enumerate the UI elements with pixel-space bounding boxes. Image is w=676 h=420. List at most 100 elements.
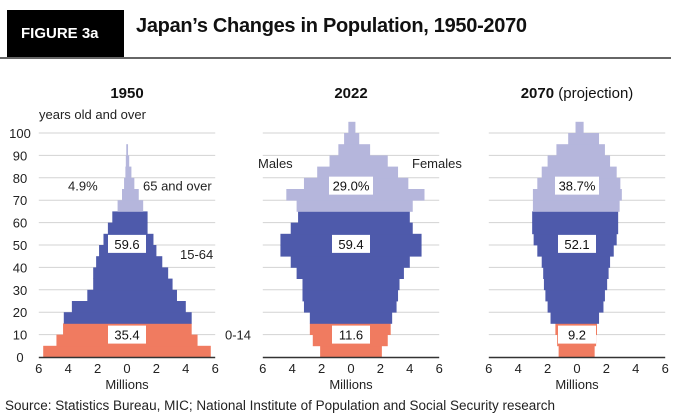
header-divider [0,57,671,59]
value-label: 59.4 [338,237,363,252]
x-axis-title: Millions [329,377,373,392]
value-label-box [555,176,599,195]
bar-male-age-60 [112,211,127,223]
bar-male-age-45 [280,245,351,257]
bar-male-age-35 [296,267,351,279]
bar-male-age-95 [568,133,577,145]
bar-female-age-100 [351,121,356,134]
panel-subtitle: (projection) [554,85,633,102]
bar-female-age-15 [351,312,393,324]
x-tick-label: 4 [289,361,296,376]
bar-female-age-35 [351,267,404,279]
bar-female-age-90 [351,144,371,156]
panel-title: 1950 [110,85,143,102]
bar-male-age-15 [63,312,127,324]
bar-male-age-0 [558,345,577,358]
x-tick-label: 2 [318,361,325,376]
panel-year: 2070 [521,85,554,102]
value-label: 29.0% [333,179,370,194]
bar-female-age-65 [127,200,144,212]
value-label-box [108,234,146,253]
bar-female-age-100 [577,121,584,134]
bar-female-age-35 [127,267,169,279]
y-tick-label: 0 [16,350,23,365]
bar-female-age-30 [127,278,173,291]
bar-male-age-40 [541,256,577,268]
x-tick-label: 2 [153,361,160,376]
value-label: 9.2 [568,328,586,343]
value-label-box [558,325,596,344]
bar-female-age-95 [577,133,600,145]
x-tick-label: 4 [515,361,522,376]
bar-male-age-35 [93,267,127,279]
value-label: 35.4 [114,328,139,343]
bar-male-age-25 [302,289,351,302]
x-tick-label: 0 [123,361,130,376]
bar-male-age-80 [541,166,577,179]
bar-male-age-75 [124,177,127,190]
bar-male-age-100 [348,121,351,134]
y-tick-label: 80 [13,171,27,186]
bar-female-age-75 [127,177,135,190]
bar-female-age-85 [127,155,130,167]
bar-female-age-65 [351,200,413,212]
bar-female-age-40 [127,256,163,268]
y-tick-label: 90 [13,148,27,163]
bar-male-age-65 [532,200,577,212]
bar-female-age-70 [127,189,139,201]
value-label: 52.1 [564,237,589,252]
y-tick-label: 40 [13,260,27,275]
bar-male-age-0 [320,345,351,358]
bar-female-age-95 [351,133,360,145]
x-tick-label: 2 [544,361,551,376]
bar-male-age-20 [71,301,127,313]
x-tick-label: 6 [436,361,443,376]
bar-female-age-40 [577,256,611,268]
bar-male-age-15 [309,312,351,324]
value-label: 38.7% [559,179,596,194]
bar-male-age-65 [117,200,127,212]
bar-male-age-30 [302,278,351,291]
bar-female-age-10 [127,323,192,335]
bar-female-age-45 [351,245,422,257]
bar-male-age-45 [537,245,577,257]
bar-male-age-5 [56,334,127,347]
y-tick-label: 100 [9,126,31,141]
x-tick-label: 2 [94,361,101,376]
x-axis-title: Millions [105,377,149,392]
bar-female-age-40 [351,256,410,268]
x-tick-label: 4 [65,361,72,376]
chart-title: Japan’s Changes in Population, 1950-2070 [136,15,527,37]
bar-female-age-25 [351,289,399,302]
bar-female-age-10 [351,323,391,335]
value-label: 59.6 [114,237,139,252]
y-tick-label: 70 [13,193,27,208]
y-tick-label: 20 [13,305,27,320]
bar-female-age-20 [577,301,604,313]
x-tick-label: 0 [347,361,354,376]
bar-female-age-55 [351,222,413,235]
panel-year: 1950 [110,85,143,102]
bar-female-age-15 [577,312,600,324]
bar-male-age-60 [532,211,577,223]
bar-male-age-85 [547,155,577,167]
bar-male-age-95 [344,133,351,145]
value-label-65-over: 4.9% [68,179,98,194]
value-label-box [558,234,596,253]
x-tick-label: 6 [212,361,219,376]
bar-male-age-35 [543,267,577,279]
bar-male-age-55 [290,222,351,235]
bar-male-age-20 [547,301,577,313]
value-label: 11.6 [339,328,363,343]
bar-male-age-90 [338,144,351,156]
bar-female-age-25 [127,289,177,302]
annotation-15-64: 15-64 [180,247,213,262]
bar-male-age-15 [550,312,577,324]
bar-female-age-90 [577,144,605,156]
bar-female-age-30 [577,278,608,291]
y-tick-label: 60 [13,216,27,231]
bar-female-age-0 [127,345,211,358]
bar-male-age-50 [280,233,351,246]
bar-female-age-65 [577,200,620,212]
